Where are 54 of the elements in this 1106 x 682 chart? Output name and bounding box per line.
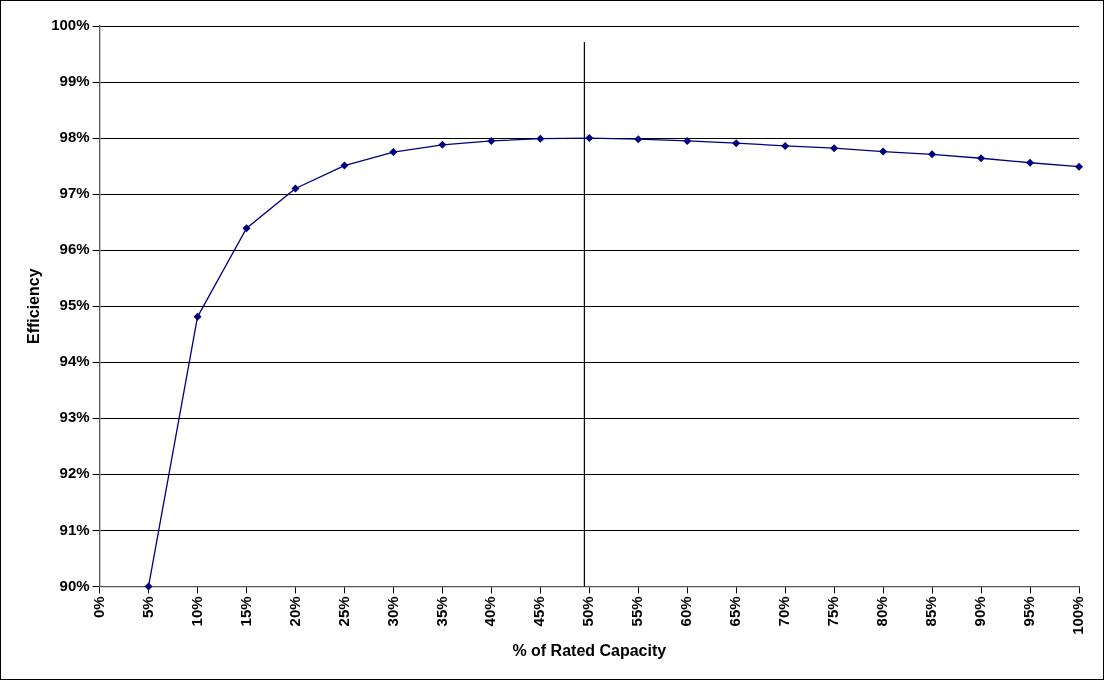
y-tick-label: 99% xyxy=(59,72,90,90)
x-tick-label: 40% xyxy=(481,596,499,627)
x-tick-label: 25% xyxy=(334,596,352,627)
x-axis-title: % of Rated Capacity xyxy=(512,641,667,659)
x-tick-label: 55% xyxy=(628,596,646,627)
x-tick-label: 45% xyxy=(530,596,548,627)
point xyxy=(830,144,839,153)
y-tick-label: 90% xyxy=(59,576,90,594)
x-tick-label: 15% xyxy=(236,596,254,627)
x-tick-label: 50% xyxy=(579,596,597,627)
point xyxy=(683,136,692,145)
point xyxy=(389,148,398,157)
point xyxy=(585,134,594,143)
y-tick-label: 93% xyxy=(59,408,90,426)
point xyxy=(732,139,741,148)
point xyxy=(634,135,643,144)
x-tick-label: 60% xyxy=(677,596,695,627)
x-tick-label: 75% xyxy=(824,596,842,627)
x-tick-label: 5% xyxy=(138,596,156,619)
x-tick-label: 0% xyxy=(89,596,107,619)
x-tick-label: 70% xyxy=(775,596,793,627)
x-tick-label: 80% xyxy=(873,596,891,627)
x-tick-label: 85% xyxy=(922,596,940,627)
y-axis-title: Efficiency xyxy=(25,268,43,345)
x-tick-label: 100% xyxy=(1069,596,1087,635)
point xyxy=(193,312,202,321)
y-tick-label: 92% xyxy=(59,464,90,482)
y-tick-label: 97% xyxy=(59,184,90,202)
y-tick-label: 98% xyxy=(59,128,90,146)
x-tick-label: 95% xyxy=(1020,596,1038,627)
x-tick-label: 20% xyxy=(285,596,303,627)
point xyxy=(781,141,790,150)
point xyxy=(928,150,937,159)
x-tick-label: 30% xyxy=(383,596,401,627)
point xyxy=(536,134,545,143)
y-tick-label: 94% xyxy=(59,352,90,370)
x-tick-label: 65% xyxy=(726,596,744,627)
point xyxy=(291,184,300,193)
point xyxy=(1075,162,1083,171)
y-tick-label: 100% xyxy=(51,16,90,34)
point xyxy=(438,140,447,149)
y-tick-label: 95% xyxy=(59,296,90,314)
point xyxy=(1026,158,1035,167)
y-tick-label: 96% xyxy=(59,240,90,258)
point xyxy=(487,136,496,145)
point xyxy=(242,224,251,233)
y-tick-label: 91% xyxy=(59,520,90,538)
x-tick-label: 10% xyxy=(187,596,205,627)
x-tick-label: 90% xyxy=(971,596,989,627)
point xyxy=(977,154,986,163)
point xyxy=(879,147,888,156)
x-tick-label: 35% xyxy=(432,596,450,627)
point xyxy=(340,161,349,170)
point xyxy=(144,582,153,591)
